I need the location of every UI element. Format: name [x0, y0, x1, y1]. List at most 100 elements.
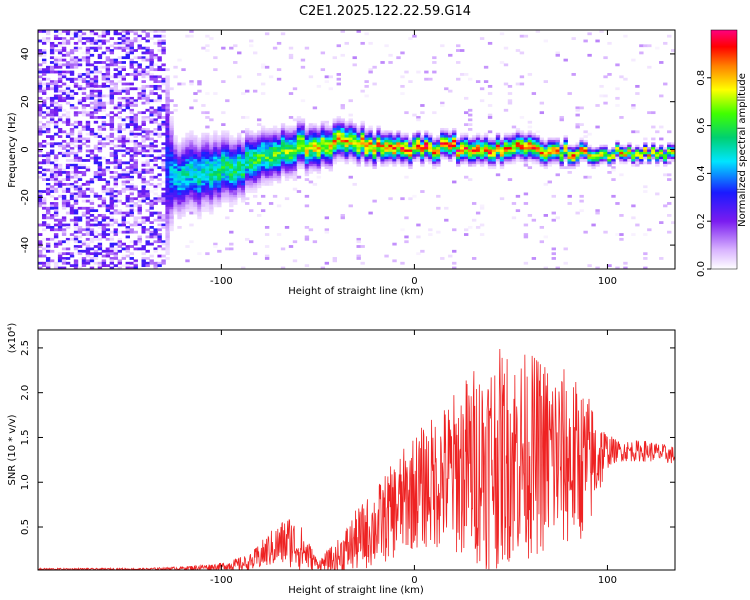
- heatmap-cell: [169, 192, 174, 196]
- heatmap-cell: [619, 237, 624, 241]
- heatmap-cell: [579, 137, 584, 141]
- heatmap-cell: [372, 159, 377, 162]
- heatmap-cell: [396, 159, 401, 162]
- heatmap-cell: [49, 84, 55, 88]
- heatmap-cell: [93, 101, 99, 105]
- heatmap-cell: [523, 159, 529, 162]
- heatmap-cell: [73, 252, 79, 256]
- heatmap-cell: [213, 130, 218, 134]
- heatmap-cell: [372, 154, 377, 158]
- heatmap-cell: [77, 144, 83, 148]
- heatmap-cell: [169, 123, 174, 126]
- heatmap-cell: [229, 180, 234, 184]
- heatmap-cell: [671, 149, 675, 153]
- heatmap-cell: [121, 142, 126, 146]
- heatmap-cell: [133, 75, 138, 79]
- heatmap-cell: [157, 44, 162, 48]
- heatmap-cell: [185, 142, 190, 146]
- heatmap-cell: [404, 154, 409, 158]
- heatmap-cell: [324, 163, 330, 167]
- heatmap-cell: [45, 142, 51, 146]
- heatmap-cell: [141, 111, 146, 115]
- heatmap-cell: [165, 235, 170, 239]
- heatmap-cell: [221, 161, 226, 165]
- heatmap-cell: [81, 99, 87, 103]
- heatmap-cell: [41, 221, 47, 224]
- heatmap-cell: [264, 151, 270, 155]
- heatmap-cell: [125, 139, 130, 143]
- heatmap-cell: [491, 137, 497, 141]
- heatmap-cell: [97, 94, 103, 98]
- heatmap-cell: [81, 192, 87, 196]
- heatmap-cell: [503, 132, 509, 136]
- heatmap-cell: [292, 187, 298, 191]
- heatmap-cell: [237, 180, 242, 184]
- heatmap-cell: [65, 242, 71, 246]
- heatmap-cell: [587, 151, 592, 155]
- heatmap-cell: [360, 132, 365, 136]
- heatmap-cell: [428, 139, 433, 143]
- heatmap-cell: [611, 149, 616, 153]
- heatmap-cell: [193, 180, 198, 184]
- heatmap-cell: [252, 173, 258, 177]
- heatmap-cell: [197, 192, 202, 196]
- heatmap-cell: [61, 49, 67, 52]
- heatmap-cell: [101, 106, 107, 110]
- heatmap-cell: [49, 259, 55, 263]
- heatmap-cell: [233, 139, 238, 143]
- heatmap-cell: [38, 194, 43, 198]
- heatmap-cell: [575, 156, 580, 160]
- heatmap-cell: [221, 187, 226, 191]
- heatmap-cell: [93, 89, 99, 93]
- heatmap-cell: [53, 233, 59, 236]
- heatmap-cell: [201, 156, 206, 160]
- heatmap-cell: [531, 92, 537, 95]
- heatmap-cell: [81, 87, 87, 91]
- heatmap-cell: [53, 242, 59, 246]
- heatmap-cell: [169, 130, 174, 134]
- heatmap-cell: [129, 96, 134, 100]
- heatmap-cell: [121, 151, 126, 155]
- heatmap-cell: [328, 151, 334, 155]
- heatmap-cell: [169, 135, 174, 138]
- heatmap-cell: [113, 185, 119, 189]
- heatmap-cell: [45, 130, 51, 134]
- heatmap-cell: [424, 144, 429, 148]
- heatmap-cell: [499, 144, 505, 148]
- heatmap-cell: [276, 156, 282, 160]
- heatmap-cell: [201, 197, 206, 201]
- heatmap-cell: [475, 147, 481, 150]
- heatmap-cell: [467, 225, 473, 229]
- heatmap-cell: [284, 159, 290, 162]
- y-tick-label: 40: [20, 48, 31, 61]
- heatmap-cell: [117, 104, 123, 107]
- heatmap-cell: [428, 77, 433, 81]
- heatmap-cell: [667, 151, 672, 155]
- heatmap-cell: [567, 144, 572, 148]
- heatmap-cell: [631, 147, 636, 150]
- heatmap-cell: [241, 159, 246, 162]
- heatmap-cell: [280, 168, 286, 172]
- heatmap-cell: [432, 139, 437, 143]
- heatmap-cell: [121, 46, 126, 50]
- heatmap-cell: [133, 218, 138, 222]
- heatmap-cell: [113, 264, 119, 268]
- heatmap-cell: [38, 80, 43, 83]
- heatmap-cell: [396, 139, 401, 143]
- heatmap-cell: [503, 144, 509, 148]
- heatmap-cell: [416, 156, 421, 160]
- heatmap-cell: [547, 149, 552, 153]
- heatmap-cell: [73, 41, 79, 45]
- heatmap-cell: [57, 252, 63, 256]
- heatmap-cell: [41, 216, 47, 220]
- heatmap-cell: [205, 149, 210, 153]
- heatmap-cell: [292, 171, 298, 174]
- heatmap-cell: [97, 214, 103, 217]
- heatmap-cell: [320, 156, 326, 160]
- heatmap-cell: [89, 187, 95, 191]
- heatmap-cell: [543, 266, 548, 269]
- heatmap-cell: [380, 154, 385, 158]
- heatmap-cell: [551, 247, 556, 251]
- heatmap-cell: [153, 247, 158, 251]
- heatmap-cell: [276, 175, 282, 179]
